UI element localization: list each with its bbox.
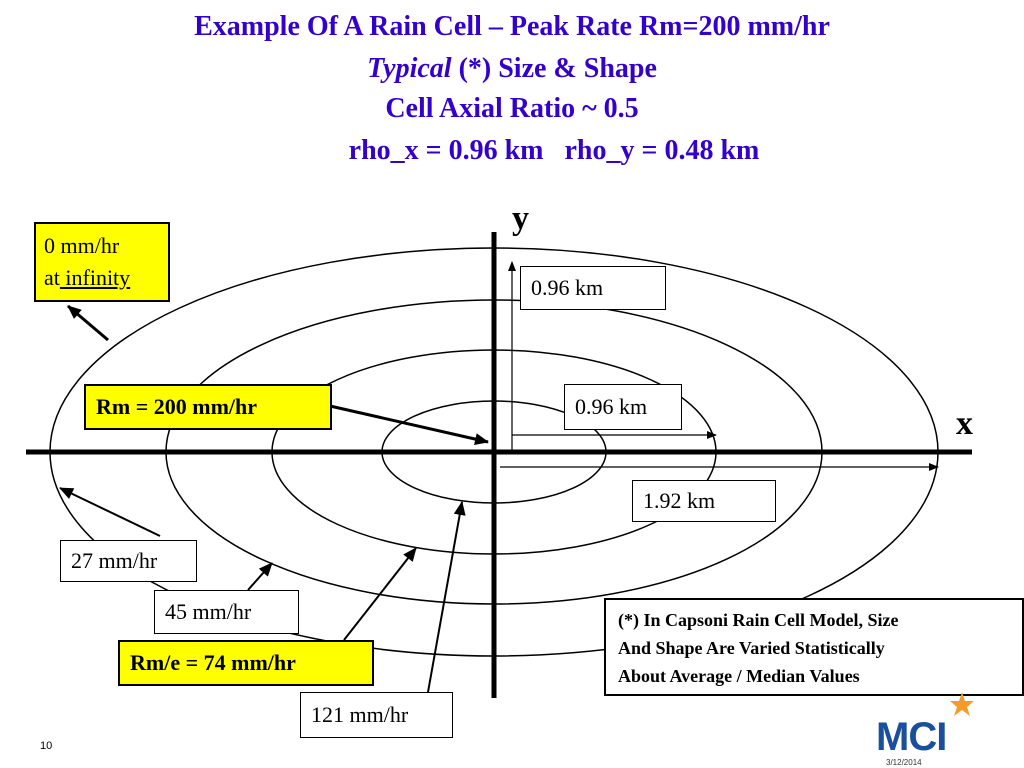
rate-121-box: 121 mm/hr (300, 692, 453, 738)
title-line-3: Cell Axial Ratio ~ 0.5 (385, 93, 639, 124)
note-line-2: And Shape Are Varied Statistically (618, 638, 885, 658)
peak-rate-box: Rm = 200 mm/hr (84, 384, 332, 430)
zero-rate-line2: at infinity (44, 262, 160, 294)
pointer-peak (329, 404, 489, 445)
pointer-121 (427, 501, 466, 693)
dim-y-box: 0.96 km (520, 266, 666, 310)
note-line-3: About Average / Median Values (618, 666, 860, 686)
note-line-1: (*) In Capsoni Rain Cell Model, Size (618, 610, 899, 630)
zero-rate-infinity: infinity (59, 265, 131, 290)
rm-over-e-box: Rm/e = 74 mm/hr (118, 640, 374, 686)
rate-27-box: 27 mm/hr (60, 540, 197, 582)
pointer-74 (343, 547, 417, 641)
capsoni-note-box: (*) In Capsoni Rain Cell Model, Size And… (604, 598, 1024, 696)
zero-rate-at: at (44, 265, 60, 290)
footer-date: 3/12/2014 (886, 758, 922, 767)
logo-star-icon (950, 692, 974, 716)
dim-x-box: 0.96 km (564, 384, 682, 430)
mci-logo: MCI (876, 692, 974, 756)
title-size-shape: (*) Size & Shape (451, 53, 657, 84)
slide-number: 10 (40, 740, 53, 752)
y-axis-label: y (512, 200, 529, 237)
x-axis-label: x (956, 405, 973, 442)
title-line-1: Example Of A Rain Cell – Peak Rate Rm=20… (194, 11, 830, 42)
rate-45-box: 45 mm/hr (154, 590, 299, 634)
pointer-45 (247, 562, 273, 591)
pointer-27 (59, 487, 161, 537)
title-line-2: Typical (*) Size & Shape (0, 52, 1024, 86)
title-typical: Typical (367, 53, 452, 84)
dim-x2-box: 1.92 km (632, 480, 776, 522)
title-line-4: rho_x = 0.96 km rho_y = 0.48 km (348, 135, 760, 166)
zero-rate-line1: 0 mm/hr (44, 233, 120, 258)
logo-text: MCI (876, 715, 946, 756)
zero-rate-box: 0 mm/hr at infinity (34, 222, 170, 302)
pointer-infinity (67, 304, 109, 342)
